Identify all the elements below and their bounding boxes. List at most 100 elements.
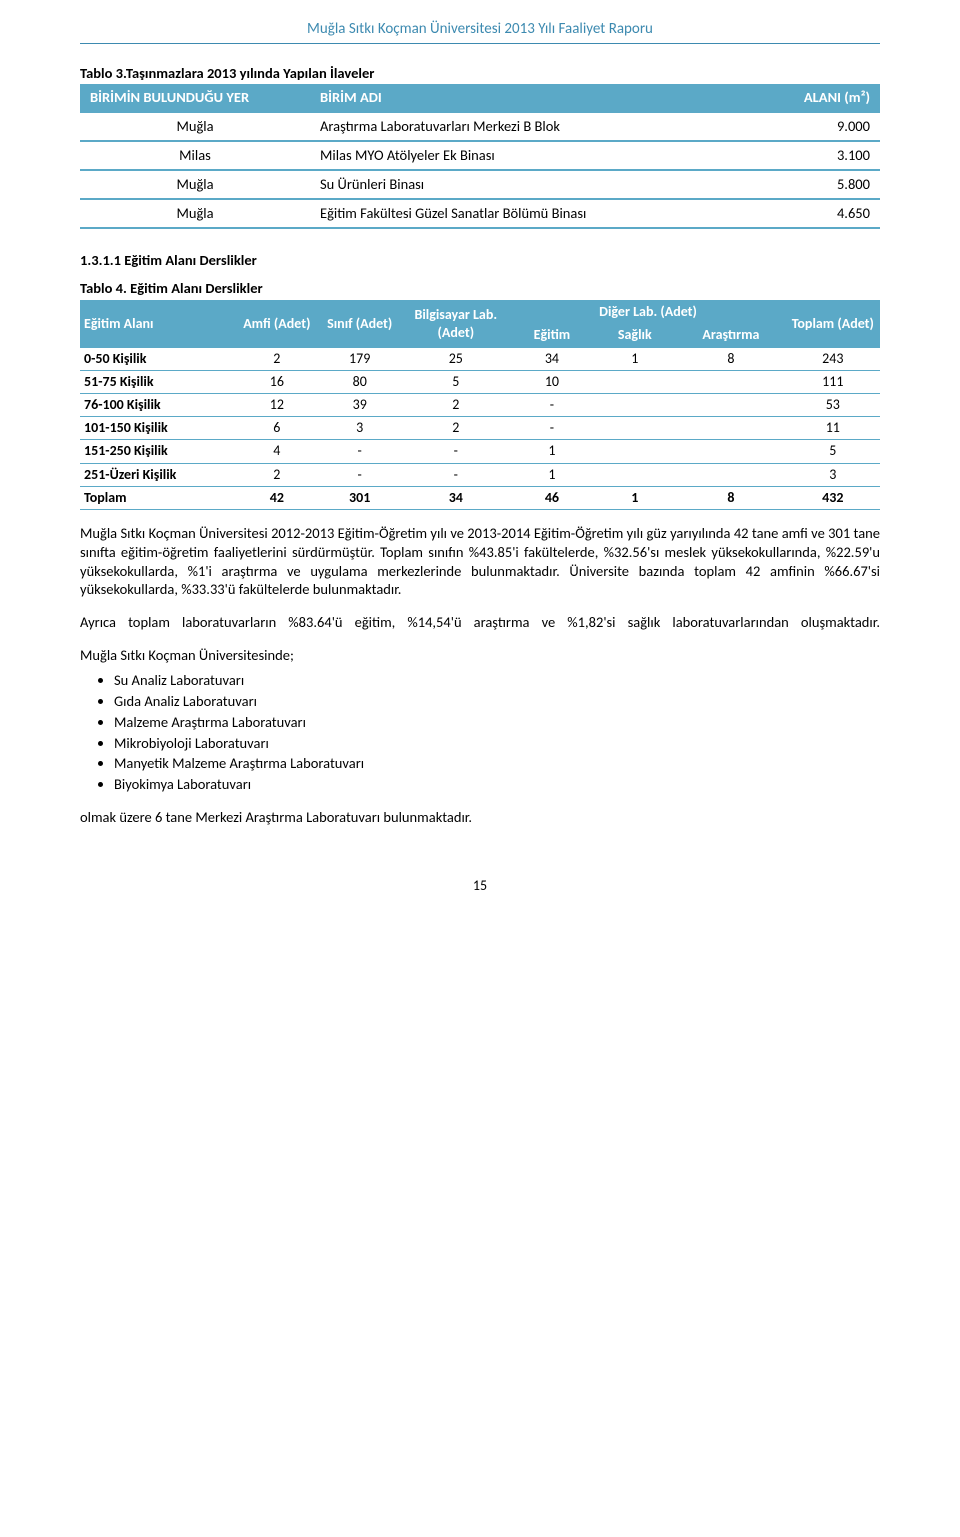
list-item: Biyokimya Laboratuvarı — [114, 775, 880, 794]
t2-c: - — [510, 417, 593, 440]
list-intro: Muğla Sıtkı Koçman Üniversitesinde; — [80, 646, 880, 665]
t1-h1: BİRİMİN BULUNDUĞU YER — [80, 84, 310, 112]
table-row: 151-250 Kişilik4--15 — [80, 440, 880, 463]
t2-c: 5 — [786, 440, 880, 463]
t2-c — [593, 394, 676, 417]
t2-h2: Sınıf (Adet) — [318, 301, 401, 347]
t2-label: 0-50 Kişilik — [80, 347, 235, 370]
t2-c: 34 — [401, 486, 510, 509]
t1-area: 4.650 — [760, 199, 880, 228]
t2-c — [593, 440, 676, 463]
t2-c: 1 — [593, 486, 676, 509]
t2-c — [593, 463, 676, 486]
table-row: 51-75 Kişilik1680510111 — [80, 370, 880, 393]
closing-paragraph: olmak üzere 6 tane Merkezi Araştırma Lab… — [80, 808, 880, 827]
t2-c: 16 — [235, 370, 318, 393]
t2-c: 2 — [401, 417, 510, 440]
t2-c: 12 — [235, 394, 318, 417]
t2-c: 34 — [510, 347, 593, 370]
t2-c: - — [318, 440, 401, 463]
table1-caption: Tablo 3.Taşınmazlara 2013 yılında Yapıla… — [80, 64, 880, 83]
t2-c: 25 — [401, 347, 510, 370]
t1-area: 5.800 — [760, 170, 880, 199]
t2-c: 80 — [318, 370, 401, 393]
t1-h3: ALANI (m²) — [760, 84, 880, 112]
t2-label: 151-250 Kişilik — [80, 440, 235, 463]
t2-c: 1 — [510, 440, 593, 463]
t1-area: 9.000 — [760, 112, 880, 141]
t2-c: 2 — [235, 347, 318, 370]
paragraph-1: Muğla Sıtkı Koçman Üniversitesi 2012-201… — [80, 524, 880, 599]
t1-name: Araştırma Laboratuvarları Merkezi B Blok — [310, 112, 760, 141]
t2-label: 101-150 Kişilik — [80, 417, 235, 440]
t2-c: 1 — [593, 347, 676, 370]
t2-s2: Sağlık — [593, 324, 676, 347]
t2-c — [676, 463, 785, 486]
t2-c: 39 — [318, 394, 401, 417]
t2-c — [593, 370, 676, 393]
t2-c: 243 — [786, 347, 880, 370]
t2-c: 53 — [786, 394, 880, 417]
page-header: Muğla Sıtkı Koçman Üniversitesi 2013 Yıl… — [80, 20, 880, 44]
table-row-total: Toplam42301344618432 — [80, 486, 880, 509]
list-item: Gıda Analiz Laboratuvarı — [114, 692, 880, 711]
t2-c: 1 — [510, 463, 593, 486]
t2-h0: Eğitim Alanı — [80, 301, 235, 347]
t2-c: 432 — [786, 486, 880, 509]
t2-c: 2 — [401, 394, 510, 417]
table-row: 251-Üzeri Kişilik2--13 — [80, 463, 880, 486]
lab-list: Su Analiz Laboratuvarı Gıda Analiz Labor… — [114, 671, 880, 794]
t1-name: Eğitim Fakültesi Güzel Sanatlar Bölümü B… — [310, 199, 760, 228]
t2-label: 251-Üzeri Kişilik — [80, 463, 235, 486]
table-row: 0-50 Kişilik2179253418243 — [80, 347, 880, 370]
table-row: MuğlaSu Ürünleri Binası5.800 — [80, 170, 880, 199]
t2-c: 3 — [318, 417, 401, 440]
t1-loc: Muğla — [80, 170, 310, 199]
t2-c — [593, 417, 676, 440]
t2-c: 4 — [235, 440, 318, 463]
table-row: MilasMilas MYO Atölyeler Ek Binası3.100 — [80, 141, 880, 170]
section-heading: 1.3.1.1 Eğitim Alanı Derslikler — [80, 251, 880, 270]
t2-c — [676, 417, 785, 440]
paragraph-2: Ayrıca toplam laboratuvarların %83.64'ü … — [80, 613, 880, 632]
t2-c: 42 — [235, 486, 318, 509]
t2-h1: Amfi (Adet) — [235, 301, 318, 347]
t2-c: 8 — [676, 486, 785, 509]
t2-label: 76-100 Kişilik — [80, 394, 235, 417]
table-row: 101-150 Kişilik632- 11 — [80, 417, 880, 440]
list-item: Malzeme Araştırma Laboratuvarı — [114, 713, 880, 732]
t2-label: 51-75 Kişilik — [80, 370, 235, 393]
t2-c: 3 — [786, 463, 880, 486]
t2-c: 179 — [318, 347, 401, 370]
t2-c: - — [318, 463, 401, 486]
t1-name: Milas MYO Atölyeler Ek Binası — [310, 141, 760, 170]
table2-caption: Tablo 4. Eğitim Alanı Derslikler — [80, 279, 880, 298]
table2: Eğitim Alanı Amfi (Adet) Sınıf (Adet) Bi… — [80, 300, 880, 510]
t2-c: 10 — [510, 370, 593, 393]
t2-c: - — [401, 463, 510, 486]
t2-c: 8 — [676, 347, 785, 370]
t2-c: 11 — [786, 417, 880, 440]
t2-c: 111 — [786, 370, 880, 393]
t2-total-label: Toplam — [80, 486, 235, 509]
t2-c: - — [401, 440, 510, 463]
t1-loc: Muğla — [80, 112, 310, 141]
list-item: Su Analiz Laboratuvarı — [114, 671, 880, 690]
list-item: Manyetik Malzeme Araştırma Laboratuvarı — [114, 754, 880, 773]
t2-c: 46 — [510, 486, 593, 509]
t2-s3: Araştırma — [676, 324, 785, 347]
t2-c — [676, 440, 785, 463]
t2-s1: Eğitim — [510, 324, 593, 347]
table-row: 76-100 Kişilik12392-53 — [80, 394, 880, 417]
t2-c: 6 — [235, 417, 318, 440]
t1-area: 3.100 — [760, 141, 880, 170]
t1-name: Su Ürünleri Binası — [310, 170, 760, 199]
t2-h5: Toplam (Adet) — [786, 301, 880, 347]
list-item: Mikrobiyoloji Laboratuvarı — [114, 734, 880, 753]
t2-c: 2 — [235, 463, 318, 486]
t2-c: 301 — [318, 486, 401, 509]
t2-c — [676, 394, 785, 417]
t1-loc: Muğla — [80, 199, 310, 228]
table1: BİRİMİN BULUNDUĞU YER BİRİM ADI ALANI (m… — [80, 84, 880, 228]
t2-h4g: Diğer Lab. (Adet) — [510, 301, 785, 324]
